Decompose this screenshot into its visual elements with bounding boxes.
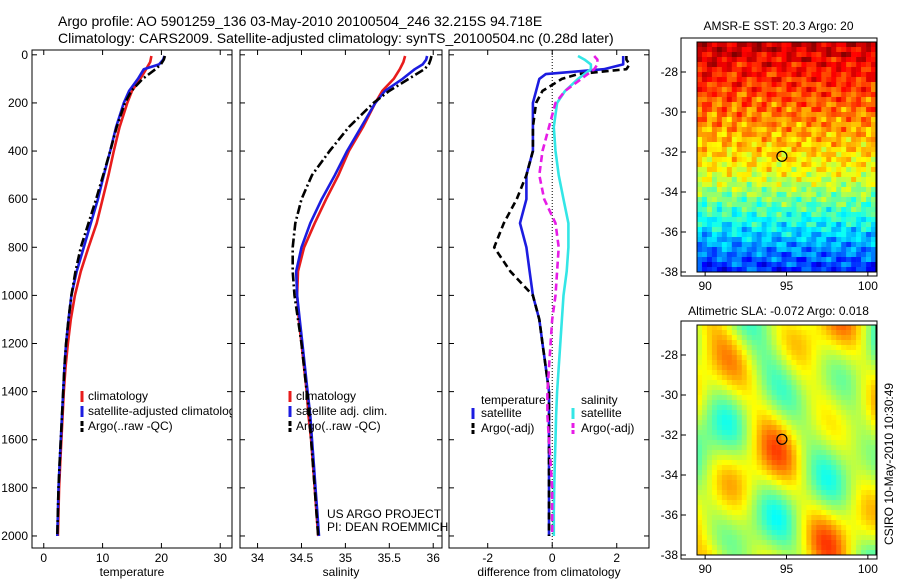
y-tick-label: 1400	[1, 385, 28, 399]
x-tick-label: 35	[339, 551, 353, 565]
legend-label: Argo(-adj)	[481, 421, 534, 435]
x-tick-label: 0	[40, 551, 47, 565]
map-x-tick-label: 95	[780, 562, 794, 576]
map-x-tick-label: 100	[858, 562, 878, 576]
argo-location-marker	[776, 150, 788, 162]
y-tick-label: 1800	[1, 481, 28, 495]
legend-label: satellite adj. clim.	[296, 404, 387, 418]
y-tick-label: 1000	[1, 288, 28, 302]
x-tick-label: 0	[549, 551, 556, 565]
y-tick-label: 400	[8, 144, 28, 158]
x-tick-label: 36	[427, 551, 441, 565]
series-satellite-salinity	[552, 54, 593, 536]
salinity-panel: 34 34.5 35 35.5 36 salinity climatologysatelli…	[239, 49, 443, 579]
x-tick-label: 30	[214, 551, 228, 565]
map-y-tick-label: -38	[661, 548, 679, 562]
legend-label: Argo(-adj)	[581, 421, 634, 435]
sla-field	[697, 325, 877, 556]
y-tick-label: 1200	[1, 337, 28, 351]
sst-map-panel: AMSR-E SST: 20.3 Argo: 20 90 95 100 -28 -30 -3…	[661, 19, 879, 293]
map-y-tick-label: -38	[661, 265, 679, 279]
map-y-tick-label: -34	[661, 185, 679, 199]
legend-label: Argo(..raw -QC)	[88, 419, 173, 433]
map-y-tick-label: -36	[661, 508, 679, 522]
y-tick-label: 0	[21, 48, 28, 62]
legend-label: satellite	[581, 406, 622, 420]
x-axis-label: salinity	[323, 565, 360, 579]
map-axes-box	[680, 320, 878, 560]
y-tick-label: 2000	[1, 529, 28, 543]
header-line2: Climatology: CARS2009. Satellite-adjuste…	[58, 30, 614, 46]
legend-group-title: salinity	[581, 393, 618, 407]
map-title: AMSR-E SST: 20.3 Argo: 20	[703, 19, 853, 33]
x-axis-label: difference from climatology	[477, 565, 620, 579]
y-tick-label: 200	[8, 96, 28, 110]
map-y-tick-label: -30	[661, 388, 679, 402]
x-tick-label: 34	[251, 551, 265, 565]
timestamp-label: CSIRO 10-May-2010 10:30:49	[882, 383, 896, 545]
map-y-tick-label: -32	[661, 145, 679, 159]
legend-label: Argo(..raw -QC)	[296, 419, 381, 433]
plot-frame	[239, 49, 443, 549]
x-tick-label: 10	[96, 551, 110, 565]
sst-field	[697, 42, 877, 273]
project-label: US ARGO PROJECT	[327, 507, 442, 521]
map-y-tick-label: -28	[661, 65, 679, 79]
map-x-tick-label: 100	[858, 279, 878, 293]
x-tick-label: 34.5	[290, 551, 314, 565]
map-y-tick-label: -30	[661, 105, 679, 119]
series-argo-raw-qc-	[56, 55, 167, 537]
series-satellite-adj-clim-	[294, 55, 429, 537]
series-argo-adj--temperature	[492, 56, 631, 536]
legend-label: climatology	[88, 389, 148, 403]
temperature-panel: 0 10 20 30 0 200 400 600 800 1000 1200 1400 1600 1800…	[1, 48, 241, 579]
x-tick-label: 35.5	[378, 551, 402, 565]
x-axis-label: temperature	[100, 565, 165, 579]
series-argo-adj--salinity	[537, 55, 599, 536]
series-satellite-temperature	[518, 56, 625, 536]
x-tick-label: 2	[613, 551, 620, 565]
x-tick-label: 20	[155, 551, 169, 565]
y-tick-label: 1600	[1, 433, 28, 447]
plot-frame	[31, 49, 233, 549]
argo-location-marker	[776, 433, 788, 445]
map-y-tick-label: -36	[661, 225, 679, 239]
map-y-tick-label: -34	[661, 468, 679, 482]
legend-label: satellite	[481, 406, 522, 420]
map-y-tick-label: -28	[661, 348, 679, 362]
map-axes-box	[680, 37, 878, 277]
legend-group-title: temperature	[481, 393, 546, 407]
legend-label: climatology	[296, 389, 356, 403]
y-tick-label: 600	[8, 192, 28, 206]
series-satellite-adjusted-climatology	[56, 55, 166, 537]
map-x-tick-label: 90	[698, 562, 712, 576]
header-line1: Argo profile: AO 5901259_136 03-May-2010…	[58, 13, 542, 29]
sla-map-panel: Altimetric SLA: -0.072 Argo: 0.018 90 95 10…	[661, 304, 879, 576]
pi-label: PI: DEAN ROEMMICH	[327, 520, 448, 534]
x-tick-label: -2	[482, 551, 493, 565]
series-argo-raw-qc-	[291, 55, 433, 537]
y-tick-label: 800	[8, 240, 28, 254]
legend-label: satellite-adjusted climatology	[88, 404, 241, 418]
map-x-tick-label: 90	[698, 279, 712, 293]
map-y-tick-label: -32	[661, 428, 679, 442]
map-x-tick-label: 95	[780, 279, 794, 293]
map-title: Altimetric SLA: -0.072 Argo: 0.018	[688, 304, 869, 318]
plot-frame	[448, 49, 650, 549]
